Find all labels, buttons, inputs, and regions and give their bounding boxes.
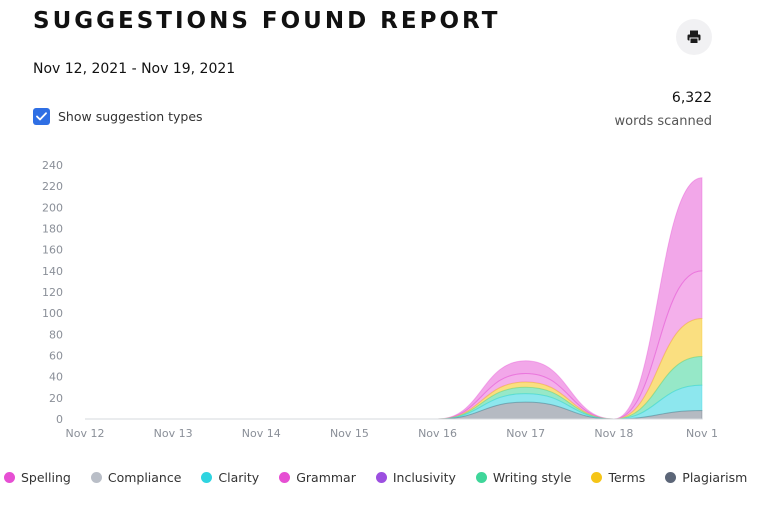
area-series-grammar[interactable]: [85, 270, 703, 420]
checkmark-icon: [36, 112, 47, 121]
legend-item[interactable]: Compliance: [90, 470, 182, 485]
area-series-clarity[interactable]: [85, 384, 703, 420]
date-range: Nov 12, 2021 - Nov 19, 2021: [33, 61, 236, 77]
x-tick-label: Nov 13: [154, 427, 193, 440]
x-tick-label: Nov 12: [66, 427, 105, 440]
legend-label: Writing style: [492, 470, 572, 485]
legend-label: Clarity: [218, 470, 260, 485]
chart-legend: Spelling Compliance Clarity Grammar Inclusiv…: [4, 470, 760, 485]
legend-item[interactable]: Plagiarism: [665, 470, 747, 485]
area-series-spelling[interactable]: [85, 177, 703, 420]
legend-color-dot: [591, 472, 603, 483]
legend-label: Compliance: [107, 470, 182, 485]
legend-color-dot: [90, 472, 102, 483]
legend-color-dot: [665, 472, 677, 483]
y-tick-label: 240: [42, 159, 63, 172]
y-tick-label: 20: [49, 392, 63, 405]
print-button[interactable]: [676, 19, 712, 55]
suggestion-types-label: Show suggestion types: [58, 109, 203, 124]
suggestions-area-chart: 0 20 40 60 80 100 120 140 160 180 200 220 240 Nov 12…: [42, 159, 718, 440]
legend-color-dot: [201, 472, 213, 483]
legend-item[interactable]: Grammar: [279, 470, 356, 485]
x-tick-label: Nov 16: [418, 427, 457, 440]
legend-item[interactable]: Terms: [591, 470, 645, 485]
legend-label: Terms: [608, 470, 646, 485]
suggestion-types-checkbox[interactable]: [33, 108, 50, 125]
words-scanned-count: 6,322: [671, 90, 712, 106]
y-tick-label: 100: [42, 307, 63, 320]
area-series-writing-style[interactable]: [85, 356, 703, 420]
y-tick-label: 60: [49, 350, 63, 363]
legend-color-dot: [279, 472, 291, 483]
x-axis: Nov 12 Nov 13 Nov 14 Nov 15 Nov 16 Nov 17 Nov …: [66, 427, 718, 440]
legend-label: Inclusivity: [392, 470, 456, 485]
legend-color-dot: [475, 472, 487, 483]
legend-color-dot: [4, 472, 15, 483]
y-tick-label: 0: [56, 413, 63, 426]
y-axis: 0 20 40 60 80 100 120 140 160 180 200 220 240: [42, 159, 63, 426]
legend-item[interactable]: Clarity: [201, 470, 259, 485]
y-tick-label: 220: [42, 180, 63, 193]
y-tick-label: 40: [49, 371, 63, 384]
x-tick-label: Nov 14: [242, 427, 281, 440]
x-tick-label: Nov 18: [594, 427, 633, 440]
legend-color-dot: [375, 472, 387, 483]
y-tick-label: 160: [42, 244, 63, 257]
area-series-terms[interactable]: [85, 317, 703, 420]
y-tick-label: 80: [49, 328, 63, 341]
legend-label: Spelling: [21, 470, 71, 485]
legend-item[interactable]: Inclusivity: [375, 470, 456, 485]
printer-icon: [687, 30, 701, 44]
legend-item[interactable]: Spelling: [4, 470, 71, 485]
y-tick-label: 140: [42, 265, 63, 278]
chart-areas: [85, 177, 703, 420]
y-tick-label: 120: [42, 286, 63, 299]
y-tick-label: 180: [42, 223, 63, 236]
x-tick-label: Nov 1: [686, 427, 718, 440]
page-title: SUGGESTIONS FOUND REPORT: [33, 8, 501, 34]
words-scanned-label: words scanned: [614, 114, 712, 129]
area-series-plagiarism[interactable]: [85, 401, 703, 420]
suggestion-types-toggle[interactable]: Show suggestion types: [33, 108, 203, 125]
x-tick-label: Nov 17: [506, 427, 545, 440]
legend-label: Plagiarism: [682, 470, 748, 485]
legend-item[interactable]: Writing style: [475, 470, 572, 485]
y-tick-label: 200: [42, 201, 63, 214]
x-tick-label: Nov 15: [330, 427, 369, 440]
legend-label: Grammar: [296, 470, 356, 485]
